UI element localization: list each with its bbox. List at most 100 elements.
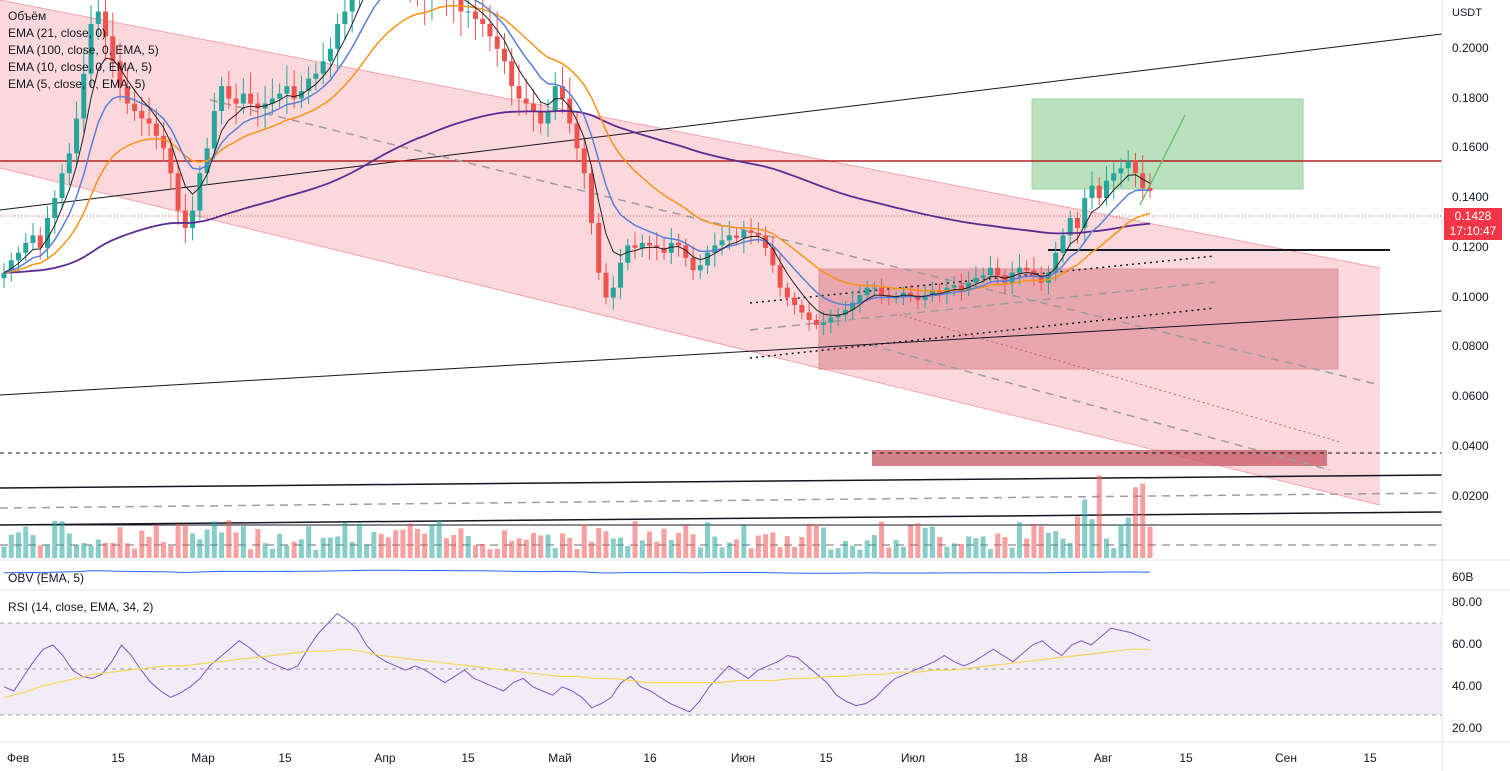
- candle-body[interactable]: [335, 23, 341, 49]
- candle-body[interactable]: [1132, 160, 1138, 174]
- candle-body[interactable]: [8, 260, 14, 273]
- candle-body[interactable]: [654, 245, 660, 248]
- candle-body[interactable]: [248, 93, 254, 104]
- candle-body[interactable]: [857, 295, 863, 303]
- candle-body[interactable]: [1103, 180, 1109, 199]
- candle-body[interactable]: [320, 61, 326, 74]
- candle-body[interactable]: [1016, 267, 1022, 273]
- candle-body[interactable]: [610, 287, 616, 298]
- candle-body[interactable]: [734, 235, 740, 238]
- rsi-legend[interactable]: RSI (14, close, EMA, 34, 2): [8, 600, 154, 614]
- candle-body[interactable]: [1002, 275, 1008, 283]
- candle-body[interactable]: [966, 282, 972, 291]
- candle-body[interactable]: [813, 320, 819, 325]
- candle-body[interactable]: [1082, 198, 1088, 228]
- candle-body[interactable]: [480, 18, 486, 24]
- candle-body[interactable]: [103, 11, 109, 37]
- candle-body[interactable]: [313, 73, 319, 79]
- candle-body[interactable]: [16, 252, 22, 261]
- candle-body[interactable]: [240, 93, 246, 104]
- candle-body[interactable]: [980, 275, 986, 278]
- candle-body[interactable]: [1096, 185, 1102, 199]
- candle-body[interactable]: [30, 235, 36, 243]
- candle-body[interactable]: [697, 265, 703, 271]
- candle-body[interactable]: [66, 153, 72, 174]
- candle-body[interactable]: [683, 245, 689, 258]
- candle-body[interactable]: [828, 317, 834, 323]
- candle-body[interactable]: [770, 247, 776, 266]
- candle-body[interactable]: [850, 302, 856, 311]
- candle-body[interactable]: [632, 245, 638, 248]
- candle-body[interactable]: [647, 242, 653, 246]
- candle-body[interactable]: [545, 111, 551, 124]
- candle-body[interactable]: [581, 148, 587, 174]
- candle-body[interactable]: [792, 297, 798, 306]
- candle-body[interactable]: [1067, 218, 1073, 236]
- candle-body[interactable]: [59, 173, 65, 199]
- candle-body[interactable]: [197, 173, 203, 211]
- candle-body[interactable]: [929, 290, 935, 296]
- legend-ema10[interactable]: EMA (10, close, 0, EMA, 5): [8, 60, 153, 74]
- candle-body[interactable]: [45, 218, 51, 248]
- candle-body[interactable]: [690, 257, 696, 271]
- candle-body[interactable]: [596, 222, 602, 273]
- candle-body[interactable]: [523, 98, 529, 104]
- candle-body[interactable]: [871, 287, 877, 289]
- candle-body[interactable]: [168, 148, 174, 174]
- legend-ema21[interactable]: EMA (21, close, 0): [8, 26, 107, 40]
- candle-body[interactable]: [74, 118, 80, 154]
- candle-body[interactable]: [494, 36, 500, 49]
- candle-body[interactable]: [1074, 218, 1080, 228]
- candle-body[interactable]: [741, 230, 747, 238]
- candle-body[interactable]: [1031, 270, 1037, 276]
- candle-body[interactable]: [922, 295, 928, 301]
- candle-body[interactable]: [879, 287, 885, 296]
- candle-body[interactable]: [95, 11, 101, 24]
- candle-body[interactable]: [219, 86, 225, 112]
- candle-body[interactable]: [748, 230, 754, 233]
- candle-body[interactable]: [1140, 173, 1146, 189]
- candle-body[interactable]: [987, 267, 993, 276]
- candle-body[interactable]: [676, 242, 682, 246]
- candle-body[interactable]: [182, 210, 188, 228]
- candle-body[interactable]: [705, 252, 711, 266]
- candle-body[interactable]: [1009, 272, 1015, 283]
- candle-body[interactable]: [291, 86, 297, 99]
- candle-body[interactable]: [1038, 275, 1044, 283]
- candle-body[interactable]: [124, 86, 130, 104]
- candle-body[interactable]: [161, 135, 167, 149]
- candle-body[interactable]: [132, 103, 138, 112]
- candle-body[interactable]: [52, 198, 58, 218]
- candle-body[interactable]: [269, 98, 275, 104]
- candle-body[interactable]: [1045, 272, 1051, 283]
- candle-body[interactable]: [559, 86, 565, 99]
- candle-body[interactable]: [784, 287, 790, 298]
- candle-body[interactable]: [23, 242, 29, 253]
- candle-body[interactable]: [342, 11, 348, 24]
- candle-body[interactable]: [117, 61, 123, 87]
- candle-body[interactable]: [661, 247, 667, 253]
- candle-body[interactable]: [589, 173, 595, 223]
- candle-body[interactable]: [908, 292, 914, 296]
- candle-body[interactable]: [995, 267, 1001, 276]
- candle-body[interactable]: [284, 86, 290, 94]
- candle-body[interactable]: [1024, 267, 1030, 271]
- legend-ema5[interactable]: EMA (5, close, 0, EMA, 5): [8, 77, 146, 91]
- candle-body[interactable]: [146, 118, 152, 124]
- candle-body[interactable]: [806, 312, 812, 320]
- candle-body[interactable]: [712, 245, 718, 253]
- candle-body[interactable]: [487, 23, 493, 37]
- candle-body[interactable]: [349, 0, 355, 12]
- candle-body[interactable]: [226, 86, 232, 99]
- obv-legend[interactable]: OBV (EMA, 5): [8, 571, 85, 585]
- candle-body[interactable]: [603, 272, 609, 298]
- candle-body[interactable]: [139, 111, 145, 119]
- candle-body[interactable]: [277, 93, 283, 99]
- candle-body[interactable]: [530, 103, 536, 112]
- candle-body[interactable]: [37, 235, 43, 248]
- candle-body[interactable]: [973, 277, 979, 283]
- candle-body[interactable]: [951, 285, 957, 288]
- candle-body[interactable]: [668, 242, 674, 253]
- candle-body[interactable]: [516, 86, 522, 99]
- candle-body[interactable]: [1, 272, 7, 279]
